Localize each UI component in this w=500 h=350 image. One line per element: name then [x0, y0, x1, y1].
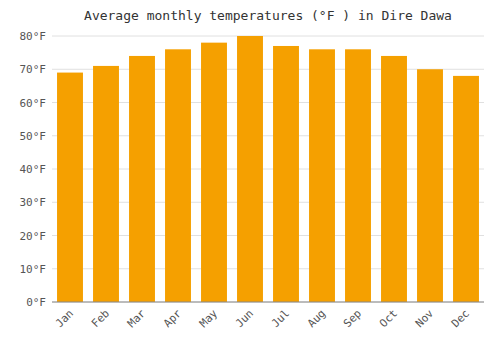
- grid-line: [52, 302, 484, 303]
- x-tick-label: Oct: [377, 307, 400, 330]
- y-tick-label: 70°F: [20, 63, 47, 76]
- bar: [93, 66, 119, 302]
- bar: [309, 49, 335, 302]
- bar: [129, 56, 155, 302]
- y-tick-label: 0°F: [26, 296, 46, 309]
- grid: [52, 36, 484, 302]
- bar: [57, 73, 83, 302]
- y-axis: 0°F 10°F 20°F 30°F 40°F 50°F 60°F 70°F 80°F: [20, 30, 47, 309]
- x-tick-label: Apr: [161, 307, 185, 331]
- chart-container: Average monthly temperatures (°F ) in Di…: [0, 0, 500, 350]
- y-tick-label: 30°F: [20, 196, 47, 209]
- bar: [165, 49, 191, 302]
- y-tick-label: 50°F: [20, 130, 47, 143]
- bar: [201, 43, 227, 302]
- x-tick-label: Nov: [413, 307, 437, 331]
- x-tick-label: May: [197, 307, 221, 331]
- x-tick-label: Jul: [269, 307, 292, 330]
- x-tick-label: Mar: [125, 307, 149, 331]
- y-tick-label: 20°F: [20, 230, 47, 243]
- x-tick-label: Feb: [89, 307, 112, 330]
- bar: [453, 76, 479, 302]
- x-tick-label: Aug: [305, 307, 328, 330]
- y-tick-label: 40°F: [20, 163, 47, 176]
- x-axis: Jan Feb Mar Apr May Jun Jul Aug Sep Oct Nov Dec: [52, 302, 484, 330]
- x-tick-label: Sep: [341, 307, 364, 330]
- x-tick-label: Dec: [449, 307, 472, 330]
- x-tick-label: Jun: [233, 307, 256, 330]
- bar: [417, 69, 443, 302]
- bar: [345, 49, 371, 302]
- bars: [57, 36, 479, 302]
- bar: [273, 46, 299, 302]
- y-tick-label: 10°F: [20, 263, 47, 276]
- title: Average monthly temperatures (°F ) in Di…: [84, 8, 452, 23]
- x-axis-line: [52, 302, 484, 303]
- grid-line: [52, 36, 484, 37]
- x-tick-label: Jan: [53, 307, 76, 330]
- y-tick-label: 80°F: [20, 30, 47, 43]
- bar: [381, 56, 407, 302]
- y-tick-label: 60°F: [20, 97, 47, 110]
- bar: [237, 36, 263, 302]
- chart: Average monthly temperatures (°F ) in Di…: [0, 0, 500, 350]
